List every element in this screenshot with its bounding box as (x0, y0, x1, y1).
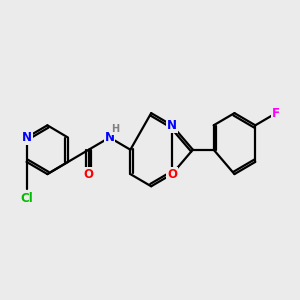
Text: N: N (105, 129, 115, 142)
Text: O: O (167, 168, 177, 181)
Text: H: H (111, 124, 119, 134)
Text: F: F (272, 106, 280, 120)
Text: Cl: Cl (20, 192, 33, 205)
Text: O: O (84, 168, 94, 181)
Text: N: N (105, 131, 115, 144)
Text: N: N (167, 119, 177, 132)
Text: N: N (22, 131, 32, 144)
